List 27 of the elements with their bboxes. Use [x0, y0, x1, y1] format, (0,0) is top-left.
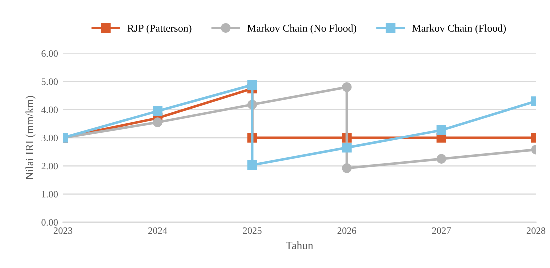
point [152, 106, 163, 116]
x-tick-label: 2024 [148, 228, 168, 234]
x-axis-title: Tahun [286, 242, 314, 250]
y-tick-label: 3.00 [42, 134, 58, 142]
x-tick-label: 2028 [526, 228, 546, 234]
point [152, 118, 163, 128]
point [436, 154, 447, 164]
point [342, 143, 352, 153]
legend-label: RJP (Patterson) [128, 24, 192, 34]
point [248, 80, 258, 90]
y-tick-label: 6.00 [42, 50, 58, 58]
y-tick-label: 5.00 [42, 78, 58, 86]
x-tick-label: 2027 [432, 228, 452, 234]
y-tick-label: 4.00 [42, 106, 58, 114]
point [342, 82, 352, 92]
legend-label: Markov Chain (Flood) [412, 24, 506, 34]
y-tick-label: 2.00 [42, 163, 58, 170]
point [436, 126, 447, 136]
y-tick-label: 1.00 [42, 191, 58, 198]
y-tick-label: 0.00 [42, 219, 58, 226]
point [342, 164, 352, 174]
x-tick-label: 2023 [54, 228, 73, 234]
y-axis-title: Nilai IRI (mm/km) [26, 96, 36, 180]
x-tick-label: 2026 [338, 228, 356, 234]
legend-label: Markov Chain (No Flood) [248, 24, 357, 34]
x-tick-label: 2025 [243, 228, 262, 234]
point [248, 160, 258, 170]
